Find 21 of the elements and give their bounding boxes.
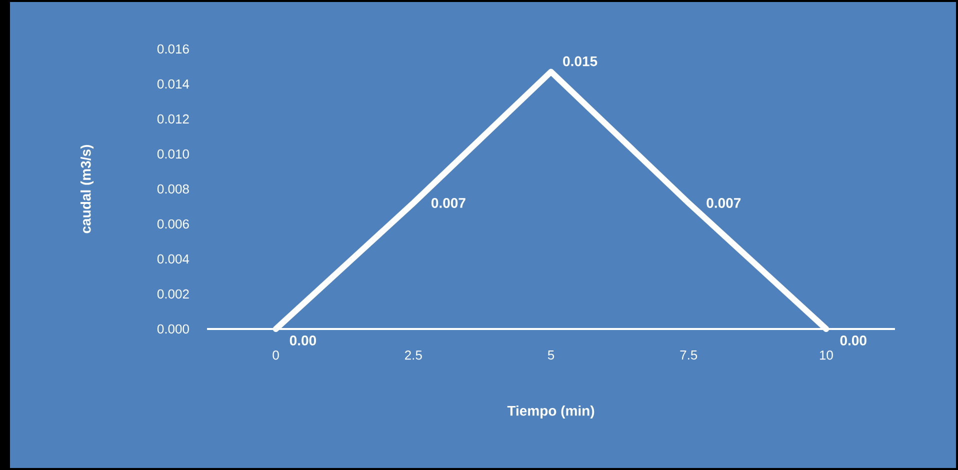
data-label: 0.007 [431,198,466,208]
data-label: 0.007 [706,198,741,208]
y-tick-label: 0.008 [157,184,189,194]
data-label: 0.015 [563,56,598,66]
y-tick-label: 0.002 [157,289,189,299]
y-axis-title: caudal (m3/s) [80,144,94,234]
y-tick-label: 0.016 [157,44,189,54]
data-label: 0.00 [290,336,316,346]
y-tick-label: 0.012 [157,114,189,124]
data-label: 0.00 [840,336,866,346]
y-tick-label: 0.010 [157,149,189,159]
x-tick-label: 0 [272,350,279,360]
y-tick-label: 0.006 [157,219,189,229]
x-tick-label: 7.5 [680,350,698,360]
y-tick-label: 0.000 [157,324,189,334]
x-tick-label: 5 [548,350,554,360]
y-tick-label: 0.004 [157,254,190,264]
x-axis-title: Tiempo (min) [507,405,594,419]
x-tick-label: 2.5 [405,350,422,360]
x-tick-label: 10 [820,350,833,360]
y-tick-label: 0.014 [157,79,190,89]
